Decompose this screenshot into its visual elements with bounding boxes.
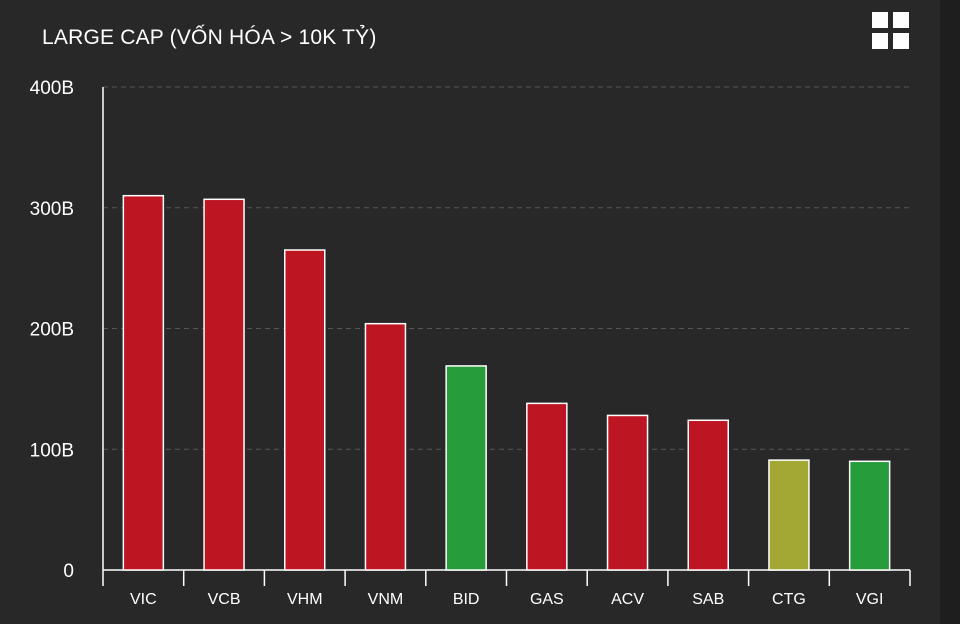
- chart-title: LARGE CAP (VỐN HÓA > 10K TỶ): [42, 26, 377, 49]
- bar-acv: [606, 414, 649, 571]
- grid-menu-icon-cell: [872, 12, 888, 28]
- grid-menu-icon-cell: [893, 33, 909, 49]
- grid-menu-icon-cell: [893, 12, 909, 28]
- grid-menu-icon[interactable]: [872, 12, 910, 50]
- x-tick-label: VHM: [287, 591, 323, 608]
- x-tick-label: CTG: [772, 591, 806, 608]
- bar-sab: [687, 419, 729, 571]
- x-tick-label: BID: [453, 591, 480, 608]
- grid-menu-icon-cell: [872, 33, 888, 49]
- y-tick-label: 300B: [30, 199, 74, 220]
- bar-gas: [526, 402, 568, 571]
- bar-vhm: [284, 249, 326, 571]
- x-tick-label: GAS: [530, 591, 564, 608]
- bar-vgi: [848, 460, 891, 571]
- y-tick-label: 0: [63, 561, 74, 582]
- bar-chart: 0 100B 200B 300B 400B VIC VCB VHM VNM BID GAS ACV SA…: [30, 78, 911, 608]
- bar-vcb: [203, 198, 245, 571]
- y-tick-label: 400B: [30, 78, 74, 99]
- x-tick-label: VIC: [130, 591, 157, 608]
- x-tick-label: ACV: [611, 591, 644, 608]
- bar-ctg: [768, 459, 810, 571]
- x-tick-label: VCB: [208, 591, 241, 608]
- page-edge: [940, 0, 960, 624]
- x-tick-label: VNM: [368, 591, 404, 608]
- x-tick-label: VGI: [856, 591, 884, 608]
- y-tick-label: 100B: [30, 440, 74, 461]
- bar-vnm: [364, 322, 407, 571]
- bar-bid: [445, 365, 487, 571]
- x-tick-label: SAB: [692, 591, 724, 608]
- bar-vic: [122, 194, 165, 571]
- y-tick-label: 200B: [30, 320, 74, 341]
